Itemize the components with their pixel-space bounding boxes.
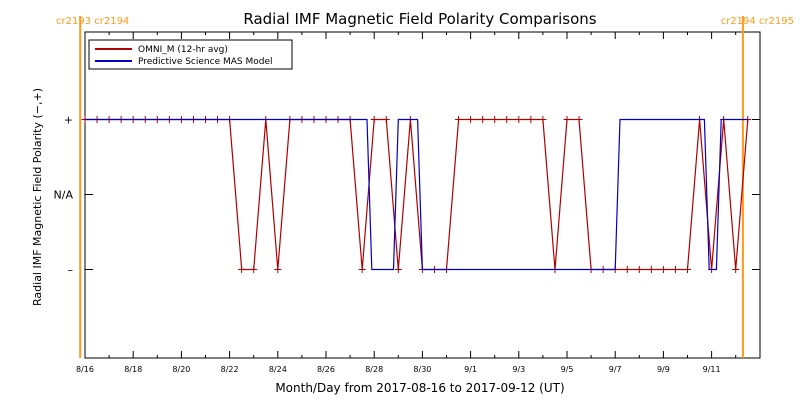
- series-point-omni: [479, 116, 487, 123]
- series-point-omni: [659, 266, 667, 273]
- series-point-omni: [503, 116, 511, 123]
- y-axis-label: Radial IMF Magnetic Field Polarity (−,+): [31, 88, 44, 306]
- legend-label-omni: OMNI_M (12-hr avg): [138, 45, 228, 55]
- x-tick-label: 9/1: [464, 365, 477, 374]
- series-point-omni: [455, 116, 463, 123]
- series-point-omni: [467, 116, 475, 123]
- y-tick-label: +: [64, 114, 73, 127]
- legend-label-mas: Predictive Science MAS Model: [138, 57, 273, 67]
- x-tick-label: 9/7: [609, 365, 622, 374]
- x-tick-label: 8/30: [413, 365, 431, 374]
- x-tick-label: 8/16: [76, 365, 94, 374]
- series-line-omni: [85, 118, 749, 271]
- series-line-mas: [85, 118, 748, 271]
- series-point-omni: [238, 266, 246, 273]
- x-axis-label: Month/Day from 2017-08-16 to 2017-09-12 …: [275, 381, 564, 395]
- carrington-left-label: cr2193 cr2194: [56, 16, 129, 27]
- x-tick-label: 8/28: [365, 365, 383, 374]
- x-tick-label: 9/11: [703, 365, 721, 374]
- legend-box: [88, 39, 293, 70]
- y-tick-label: –: [68, 264, 74, 277]
- x-tick-label: 9/5: [561, 365, 574, 374]
- series-point-omni: [671, 266, 679, 273]
- series-point-omni: [250, 266, 258, 273]
- chart-title: Radial IMF Magnetic Field Polarity Compa…: [243, 10, 596, 28]
- series-point-omni: [539, 116, 547, 123]
- series-point-omni: [394, 266, 402, 273]
- carrington-right-label: cr2194 cr2195: [721, 16, 794, 27]
- x-tick-label: 8/18: [124, 365, 142, 374]
- x-tick-label: 9/9: [657, 365, 670, 374]
- x-tick-label: 8/24: [269, 365, 287, 374]
- x-tick-label: 8/22: [221, 365, 239, 374]
- series-point-omni: [623, 266, 631, 273]
- x-tick-label: 8/20: [172, 365, 190, 374]
- series-point-omni: [684, 266, 691, 273]
- plot-frame: [84, 31, 761, 359]
- series-point-omni: [575, 116, 583, 123]
- series-point-omni: [527, 116, 535, 123]
- x-tick-label: 8/26: [317, 365, 335, 374]
- x-tick-label: 9/3: [512, 365, 525, 374]
- series-point-omni: [358, 266, 366, 273]
- series-point-omni: [382, 116, 390, 123]
- series-point-omni: [563, 116, 571, 123]
- legend: OMNI_M (12-hr avg) Predictive Science MA…: [88, 39, 293, 70]
- series-point-omni: [370, 116, 378, 123]
- series-point-omni: [491, 116, 499, 123]
- series-point-omni: [515, 116, 523, 123]
- series-point-omni: [732, 266, 740, 273]
- y-tick-label: N/A: [54, 189, 74, 202]
- plot-layer: 8/16 8/18 8/20 8/22 8/24 8/26 8/28 8/30 9/1 9/3 9/…: [54, 16, 761, 374]
- series-point-omni: [635, 266, 643, 273]
- series-point-omni: [274, 266, 282, 273]
- series-point-omni: [647, 266, 655, 273]
